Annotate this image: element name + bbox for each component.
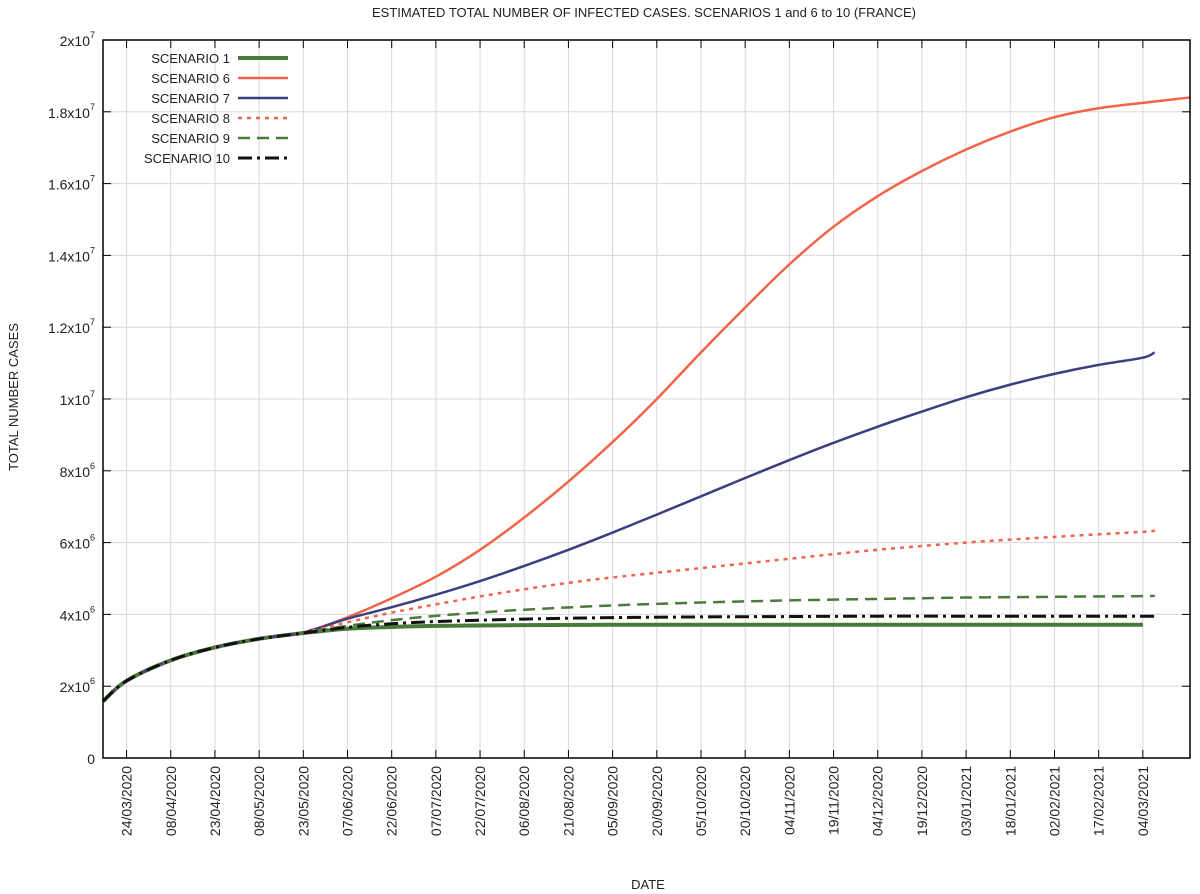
x-tick-label: 04/12/2020 [870,766,886,836]
series-line-3 [102,351,1156,703]
x-tick-label: 08/04/2020 [163,766,179,836]
x-tick-label: 05/09/2020 [605,766,621,836]
y-tick-exponent: 6 [90,676,95,686]
x-tick-label: 04/11/2020 [781,766,797,835]
legend-label: SCENARIO 8 [151,111,230,126]
x-tick-label: 23/04/2020 [207,766,223,836]
y-tick-exponent: 7 [90,102,95,112]
y-tick-label: 6x106 [60,533,95,552]
y-tick-base: 1.2x10 [48,320,90,336]
y-tick-label: 8x106 [60,461,95,480]
y-axis: 02x1064x1066x1068x1061x1071.2x1071.4x107… [48,30,1190,767]
x-tick-label: 21/08/2020 [560,766,576,836]
x-tick-label: 17/02/2021 [1091,766,1107,836]
x-tick-label: 18/01/2021 [1002,766,1018,836]
plot-area [101,96,1191,703]
legend: SCENARIO 1 SCENARIO 6 SCENARIO 7 SCENARIO 8… [144,51,288,166]
y-tick-base: 1.6x10 [48,177,90,193]
y-tick-label: 1.2x107 [48,317,95,336]
y-tick-label: 1.8x107 [48,102,95,121]
x-tick-label: 06/08/2020 [516,766,532,836]
y-tick-exponent: 7 [90,245,95,255]
legend-label: SCENARIO 6 [151,71,230,86]
legend-label: SCENARIO 1 [151,51,230,66]
y-tick-exponent: 7 [90,30,95,40]
x-tick-label: 24/03/2020 [119,766,135,836]
y-tick-exponent: 7 [90,389,95,399]
y-tick-exponent: 7 [90,174,95,184]
legend-label: SCENARIO 9 [151,131,230,146]
x-tick-label: 22/07/2020 [472,766,488,836]
x-axis: 24/03/2020 08/04/2020 23/04/2020 08/05/2020… [119,40,1151,836]
x-tick-label: 07/07/2020 [428,766,444,836]
y-tick-base: 6x10 [60,536,91,552]
x-tick-label: 19/12/2020 [914,766,930,836]
series-line-4 [102,529,1156,703]
x-tick-label: 20/10/2020 [737,766,753,836]
y-tick-label: 2x106 [60,676,95,695]
grid [103,39,1190,759]
series-line-5 [102,594,1156,703]
x-tick-label: 08/05/2020 [251,766,267,836]
legend-label: SCENARIO 10 [144,151,230,166]
y-tick-base: 8x10 [60,464,91,480]
y-tick-base: 1.8x10 [48,105,90,121]
y-tick-base: 0 [87,751,95,767]
y-tick-base: 1x10 [60,392,91,408]
chart-title: ESTIMATED TOTAL NUMBER OF INFECTED CASES… [372,5,916,20]
y-tick-label: 1.4x107 [48,245,95,264]
y-tick-base: 2x10 [60,679,91,695]
y-tick-label: 1.6x107 [48,174,95,193]
y-tick-label: 1x107 [60,389,95,408]
legend-label: SCENARIO 7 [151,91,230,106]
x-tick-label: 02/02/2021 [1046,766,1062,836]
y-tick-exponent: 6 [90,533,95,543]
y-tick-exponent: 7 [90,317,95,327]
y-tick-base: 1.4x10 [48,248,90,264]
x-tick-label: 23/05/2020 [295,766,311,836]
x-tick-label: 03/01/2021 [958,766,974,836]
y-tick-exponent: 6 [90,461,95,471]
x-tick-label: 19/11/2020 [826,766,842,835]
x-tick-label: 05/10/2020 [693,766,709,836]
y-tick-exponent: 6 [90,604,95,614]
x-tick-label: 20/09/2020 [649,766,665,836]
x-tick-label: 04/03/2021 [1135,766,1151,836]
x-axis-label: DATE [631,877,665,892]
x-tick-label: 22/06/2020 [384,766,400,836]
x-tick-label: 07/06/2020 [340,766,356,836]
y-tick-base: 4x10 [60,607,91,623]
y-axis-label: TOTAL NUMBER CASES [6,323,21,471]
y-tick-label: 4x106 [60,604,95,623]
y-tick-base: 2x10 [60,33,91,49]
y-tick-label: 0 [87,751,95,767]
series-line-6 [101,614,1156,703]
y-tick-label: 2x107 [60,30,95,49]
